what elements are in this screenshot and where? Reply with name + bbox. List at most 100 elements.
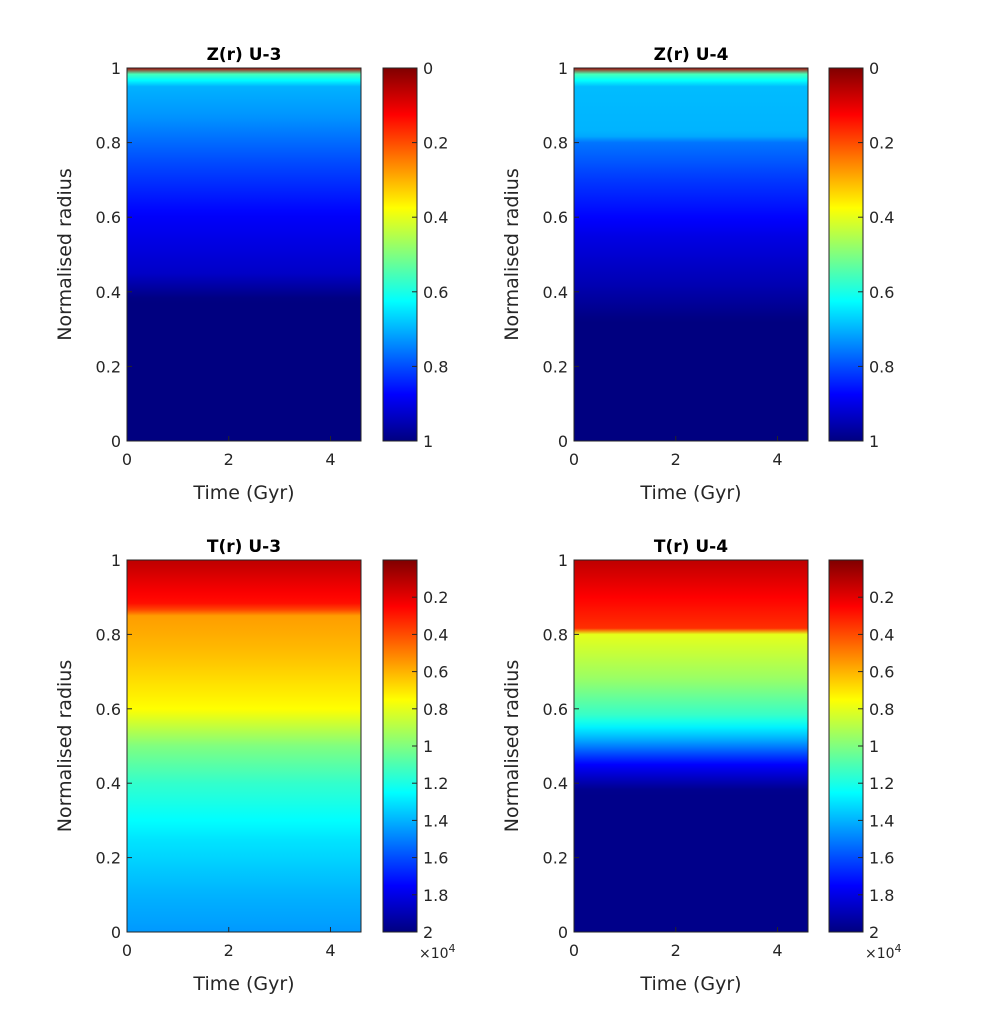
plot-frame — [573, 559, 809, 933]
x-tick-label: 4 — [772, 941, 782, 960]
chart-panel-4: T(r) U-4 0 0.2 0.4 0.6 0.8 1 0 2 4 Time (Gyr) Norma… — [501, 537, 902, 995]
x-tick-label: 0 — [122, 450, 132, 469]
y-tick-label: 0.6 — [543, 700, 568, 719]
colorbar-tick-label: 1.4 — [869, 811, 894, 830]
y-tick-label: 0.8 — [543, 134, 568, 153]
colorbar-tick-label: 1 — [869, 737, 879, 756]
chart-title: Z(r) U-4 — [654, 45, 729, 65]
y-tick-label: 0.2 — [96, 849, 121, 868]
x-tick-label: 0 — [122, 941, 132, 960]
colorbar-tick-label: 1.6 — [869, 849, 894, 868]
y-tick-label: 0.4 — [96, 283, 121, 302]
x-tick-label: 4 — [325, 941, 335, 960]
colorbar-frame — [828, 67, 864, 442]
colorbar-tick-label: 2 — [869, 923, 879, 942]
x-tick-label: 0 — [569, 450, 579, 469]
x-tick-label: 2 — [671, 941, 681, 960]
heatmap-surface — [127, 560, 361, 932]
chart-title: Z(r) U-3 — [207, 45, 282, 65]
colorbar-tick-label: 0.6 — [423, 283, 448, 302]
x-axis-label: Time (Gyr) — [192, 973, 294, 995]
y-tick-label: 0.8 — [543, 625, 568, 644]
chart-panel-1: Z(r) U-3 0 0.2 0.4 0.6 0.8 1 0 2 4 Time (Gyr) Norma… — [54, 45, 448, 504]
colorbar-tick-label: 1 — [869, 432, 879, 451]
colorbar-tick-label: 1.8 — [423, 886, 448, 905]
x-tick-label: 2 — [671, 450, 681, 469]
y-tick-label: 0.2 — [543, 849, 568, 868]
y-tick-label: 0 — [558, 432, 568, 451]
colorbar-tick-label: 1.8 — [869, 886, 894, 905]
colorbar-tick-label: 0.8 — [869, 700, 894, 719]
colorbar-tick-label: 1 — [423, 432, 433, 451]
y-tick-label: 0.8 — [96, 134, 121, 153]
colorbar-tick-label: 0 — [423, 59, 433, 78]
chart-panel-3: T(r) U-3 0 0.2 0.4 0.6 0.8 1 0 2 4 Time (Gyr) Norma… — [54, 537, 456, 995]
colorbar-tick-label: 0.6 — [869, 283, 894, 302]
y-tick-label: 0 — [558, 923, 568, 942]
heatmap-surface — [574, 68, 808, 441]
colorbar — [383, 68, 417, 441]
y-tick-label: 1 — [558, 59, 568, 78]
x-tick-label: 2 — [224, 941, 234, 960]
x-tick-label: 0 — [569, 941, 579, 960]
y-tick-label: 0 — [111, 432, 121, 451]
colorbar — [383, 560, 417, 932]
y-tick-label: 0.2 — [543, 357, 568, 376]
colorbar-tick-label: 0.4 — [423, 625, 448, 644]
colorbar-tick-label: 0.2 — [869, 588, 894, 607]
y-tick-label: 0.4 — [96, 774, 121, 793]
chart-panel-2: Z(r) U-4 0 0.2 0.4 0.6 0.8 1 0 2 4 Time (Gyr) Norma… — [501, 45, 894, 504]
x-tick-label: 2 — [224, 450, 234, 469]
colorbar — [829, 560, 863, 932]
colorbar-tick-label: 2 — [423, 923, 433, 942]
x-axis-label: Time (Gyr) — [639, 482, 741, 504]
colorbar-tick-label: 1.4 — [423, 811, 448, 830]
y-axis-label: Normalised radius — [501, 660, 523, 832]
colorbar-tick-label: 0.8 — [423, 700, 448, 719]
colorbar-frame — [382, 67, 418, 442]
colorbar-tick-label: 0.6 — [423, 663, 448, 682]
colorbar-tick-label: 1.6 — [423, 849, 448, 868]
colorbar-tick-label: 0.4 — [869, 625, 894, 644]
colorbar-tick-label: 0.8 — [869, 357, 894, 376]
y-tick-label: 0.2 — [96, 357, 121, 376]
colorbar-tick-label: 1.2 — [869, 774, 894, 793]
colorbar-tick-label: 0.6 — [869, 663, 894, 682]
y-axis-label: Normalised radius — [54, 168, 76, 340]
colorbar-tick-label: 0.2 — [423, 588, 448, 607]
colorbar-tick-label: 0.8 — [423, 357, 448, 376]
y-tick-label: 0.4 — [543, 283, 568, 302]
colorbar-tick-label: 0.2 — [869, 134, 894, 153]
plot-frame — [573, 67, 809, 442]
chart-title: T(r) U-4 — [654, 537, 728, 557]
y-axis-label: Normalised radius — [501, 168, 523, 340]
y-tick-label: 0.6 — [543, 208, 568, 227]
colorbar-tick-label: 0 — [869, 59, 879, 78]
colorbar — [829, 68, 863, 441]
chart-title: T(r) U-3 — [207, 537, 281, 557]
y-axis-label: Normalised radius — [54, 660, 76, 832]
x-axis-label: Time (Gyr) — [639, 973, 741, 995]
y-tick-label: 1 — [111, 59, 121, 78]
colorbar-tick-label: 0.2 — [423, 134, 448, 153]
colorbar-multiplier: ×104 — [865, 942, 902, 962]
colorbar-tick-label: 0.4 — [869, 208, 894, 227]
y-tick-label: 0.6 — [96, 208, 121, 227]
y-tick-label: 0.8 — [96, 625, 121, 644]
heatmap-surface — [127, 68, 361, 441]
x-tick-label: 4 — [772, 450, 782, 469]
colorbar-tick-label: 0.4 — [423, 208, 448, 227]
y-tick-label: 0 — [111, 923, 121, 942]
y-tick-label: 1 — [111, 551, 121, 570]
plot-frame — [126, 67, 362, 442]
colorbar-tick-label: 1.2 — [423, 774, 448, 793]
heatmap-surface — [574, 560, 808, 932]
colorbar-tick-label: 1 — [423, 737, 433, 756]
y-tick-label: 0.4 — [543, 774, 568, 793]
x-axis-label: Time (Gyr) — [192, 482, 294, 504]
plot-frame — [126, 559, 362, 933]
colorbar-multiplier: ×104 — [419, 942, 456, 962]
y-tick-label: 1 — [558, 551, 568, 570]
y-tick-label: 0.6 — [96, 700, 121, 719]
